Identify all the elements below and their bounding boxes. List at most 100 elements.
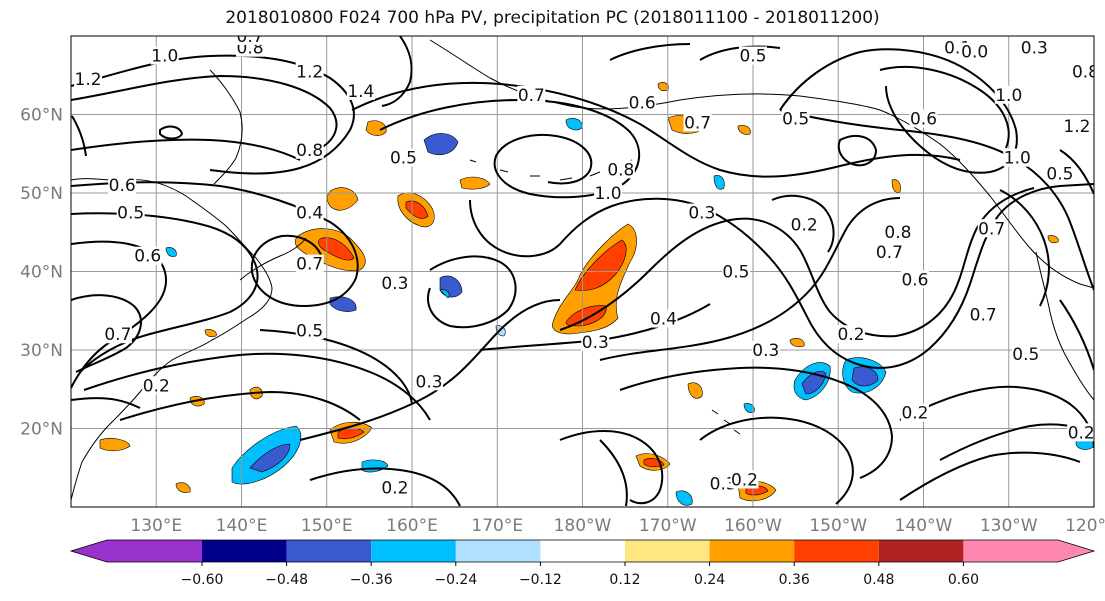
contour-label: 1.0 (1004, 149, 1031, 169)
pv-contour (619, 366, 894, 479)
contour-label-background (103, 325, 132, 344)
colorbar: −0.60 −0.48 −0.36 −0.24 −0.12 0.12 0.24 0.36 0.4… (69, 539, 1096, 588)
contour-label: 0.8 (296, 141, 323, 161)
contour-label: 0.8 (607, 160, 634, 180)
coastline-aleutians (469, 159, 633, 181)
contour-label-background (1062, 117, 1091, 136)
contour-label: 0.7 (978, 219, 1005, 239)
colorbar-outline (69, 539, 1096, 563)
precip-positive-patch (99, 438, 131, 452)
longitude-label: 120°W (1065, 516, 1105, 536)
contour-label: 0.5 (1098, 196, 1105, 216)
precip-negative-core (801, 371, 827, 395)
contour-label-background (606, 160, 635, 179)
colorbar-swatch (794, 540, 879, 562)
map-title: 2018010800 F024 700 hPa PV, precipitatio… (225, 8, 880, 28)
colorbar-tick-label: 0.36 (779, 572, 810, 588)
pv-contour (259, 329, 413, 405)
contour-label-background (900, 403, 929, 422)
contour-label-background (1097, 196, 1105, 214)
longitude-label: 180°W (554, 516, 612, 536)
contour-label: 1.0 (995, 86, 1022, 106)
pv-contour (999, 189, 1050, 307)
pv-contour (559, 430, 664, 505)
contour-label-background (1071, 62, 1094, 81)
latitude-label: 40°N (20, 263, 63, 283)
contour-label: 0.2 (838, 325, 865, 345)
colorbar-tick-label: −0.60 (181, 572, 224, 588)
contour-label-background (594, 183, 623, 202)
colorbar-swatch (371, 540, 456, 562)
colorbar-tick-label: −0.36 (350, 572, 393, 588)
contour-labels: 1.0 0.80.71.2 1.21.40.80.60.5 0.40.6 0.70.30… (74, 27, 1105, 498)
contour-label-background (628, 93, 657, 112)
precip-negative-patch (743, 403, 755, 413)
precip-negative-patch (713, 175, 725, 190)
pv-contour (427, 255, 517, 329)
pv-contour (351, 81, 961, 178)
pv-contour (159, 125, 184, 140)
contour-label: 0.8 (1072, 62, 1099, 82)
contour-label-background (739, 46, 767, 65)
longitude-label: 160°W (724, 516, 782, 536)
pv-contour (779, 109, 1094, 291)
pv-contour (779, 48, 1018, 174)
precip-positive-core (574, 239, 627, 291)
pv-contours (71, 36, 1094, 507)
colorbar-tick-label: 0.60 (948, 572, 979, 588)
precip-positive-patch (175, 482, 191, 493)
precip-positive-patch (789, 338, 805, 348)
latitude-tick-labels: 60°N 50°N 40°N 30°N 20°N (20, 106, 63, 440)
latitude-label: 50°N (20, 184, 63, 204)
precip-positive-patch (737, 125, 751, 135)
colorbar-extend-high (963, 540, 1094, 562)
precip-negative-core (249, 443, 291, 473)
precip-positive-patch (204, 329, 217, 338)
contour-label: 0.6 (109, 176, 136, 196)
contour-label-background (721, 262, 750, 281)
contour-label: 0.6 (629, 94, 656, 114)
contour-label: 0.7 (296, 255, 323, 275)
contour-label-background (236, 36, 265, 45)
coastline-asia (71, 178, 273, 501)
longitude-label: 170°W (639, 516, 697, 536)
longitude-tick-labels: 130°E 140°E 150°E 160°E 170°E 180°W 170°W 160°W… (130, 516, 1105, 536)
precip-negative-patch (439, 289, 450, 299)
pv-contour (71, 115, 87, 157)
precip-positive-patch (459, 176, 491, 190)
pv-contour (1059, 149, 1094, 195)
contour-label-background (108, 176, 137, 195)
pv-contour (837, 134, 878, 167)
pv-contour (71, 240, 167, 389)
colorbar-tick-label: −0.48 (265, 572, 308, 588)
contour-label: 0.3 (710, 474, 737, 494)
contour-label-background (909, 109, 938, 128)
contour-label: 0.7 (237, 27, 264, 47)
pv-contour (699, 416, 854, 505)
contour-label: 0.5 (390, 149, 417, 169)
contour-label: 0.5 (782, 109, 809, 129)
contour-label-background (1003, 148, 1032, 167)
contour-label-background (133, 246, 162, 265)
colorbar-swatch (455, 540, 541, 562)
pv-contour (71, 181, 359, 308)
precip-positive-patch (1047, 235, 1059, 244)
contour-label: 0.2 (143, 376, 170, 396)
contour-label-background (116, 203, 145, 222)
contour-label-background (380, 478, 409, 497)
longitude-label: 140°E (216, 516, 268, 536)
contour-label: 0.4 (650, 310, 677, 330)
pv-contour (381, 36, 413, 107)
contour-label: 0.5 (739, 47, 766, 67)
contour-label-background (960, 42, 989, 61)
contour-label-background (346, 81, 375, 100)
coastline-hawaii (711, 409, 741, 435)
contour-label-background (1020, 38, 1049, 57)
pv-contour (559, 187, 1035, 338)
colorbar-swatch (286, 540, 372, 562)
contour-label-background (883, 223, 912, 242)
longitude-label: 130°W (980, 516, 1038, 536)
contour-label: 1.2 (1063, 117, 1090, 137)
pv-contour (609, 43, 691, 61)
contour-label: 0.3 (582, 333, 609, 353)
